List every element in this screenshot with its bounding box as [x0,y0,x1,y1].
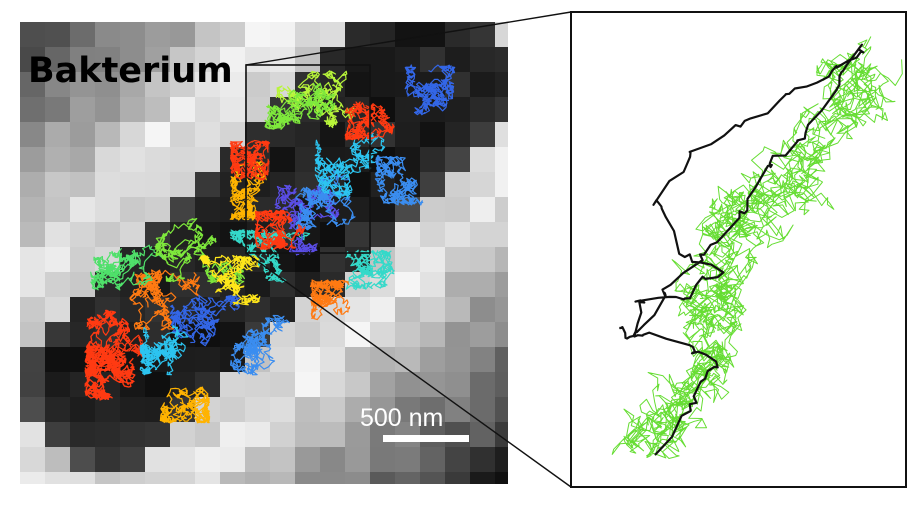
scale-bar-label: 500 nm [360,404,443,432]
single-particle-tracks [84,64,456,424]
microscopy-panel: Bakterium 500 nm [20,22,508,484]
zoomed-tracks [611,36,903,459]
zoom-panel-frame [570,11,907,488]
zoom-region-box [245,64,371,254]
scale-bar [383,435,469,442]
zoom-panel [570,11,907,488]
panel-title: Bakterium [28,51,233,91]
zoom-connector-lines [245,11,572,488]
